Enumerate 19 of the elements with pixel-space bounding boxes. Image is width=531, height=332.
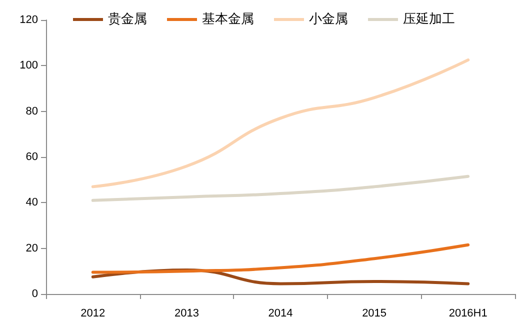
y-tick-label: 120 [20, 14, 38, 26]
y-tick-label: 100 [20, 60, 38, 72]
x-tick-label: 2014 [268, 308, 293, 320]
y-tick-label: 20 [26, 242, 38, 254]
legend-label: 贵金属 [108, 12, 147, 27]
legend-label: 小金属 [309, 12, 348, 27]
x-tick-label: 2013 [174, 308, 199, 320]
y-tick-label: 80 [26, 105, 38, 118]
legend-label: 压延加工 [403, 12, 455, 27]
line-series [91, 174, 470, 202]
line-series [91, 58, 470, 188]
y-tick-label: 0 [32, 288, 38, 300]
x-tick-label: 2015 [362, 308, 387, 320]
x-tick-label: 2016H1 [448, 308, 488, 320]
x-tick-label: 2012 [80, 308, 106, 320]
y-tick-label: 40 [26, 196, 38, 209]
y-tick-label: 60 [26, 151, 38, 163]
line-series [91, 243, 470, 274]
legend-label: 基本金属 [202, 12, 254, 27]
